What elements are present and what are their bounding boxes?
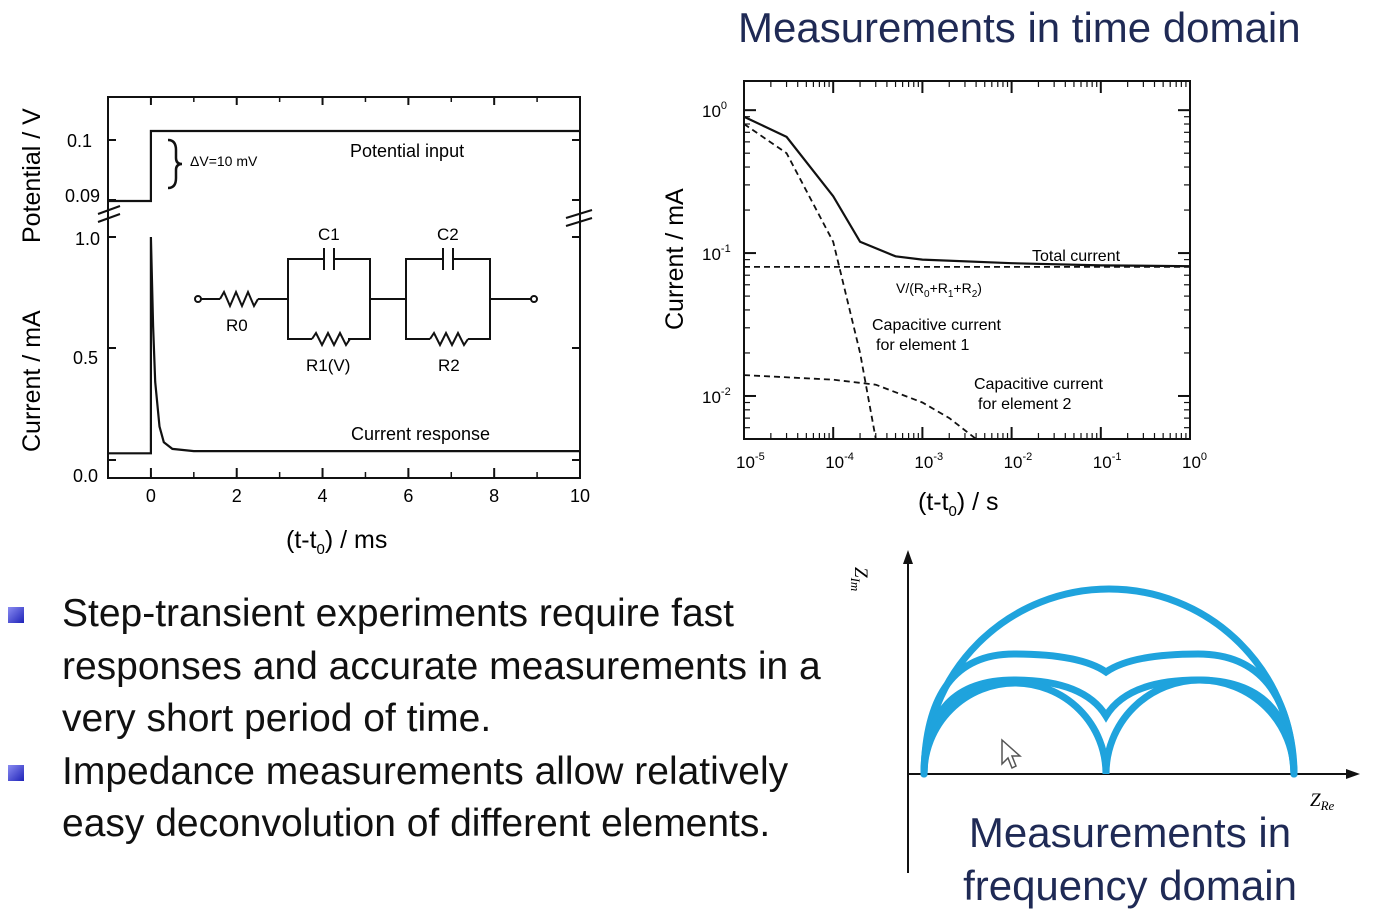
left-ylabel-current: Current / mA <box>18 310 46 452</box>
bullet-text-1: Step-transient experiments require fast … <box>62 592 821 740</box>
annotation-capacitive-2: Capacitive current for element 2 <box>974 376 1104 413</box>
ytick-potential-1: 0.09 <box>65 186 100 206</box>
circuit-label-c2: C2 <box>437 225 459 244</box>
left-xtick-label-0: 0 <box>146 486 156 506</box>
impedance-arcs <box>920 585 1298 778</box>
left-xtick-label-1: 2 <box>232 486 242 506</box>
right-ylabel: Current / mA <box>661 188 689 330</box>
left-xtick-label-3: 6 <box>403 486 413 506</box>
circuit-label-r0: R0 <box>226 316 248 335</box>
right-xtick-label-1: 10-4 <box>825 451 854 472</box>
zre-arrow-icon <box>1346 769 1360 779</box>
step-transient-chart: 0 2 4 6 8 10 0.1 0.09 1.0 0.5 0.0 Potential /… <box>18 96 593 558</box>
right-xtick-label-2: 10-3 <box>914 451 943 472</box>
zim-arrow-icon <box>903 550 913 564</box>
left-xtick-label-4: 8 <box>489 486 499 506</box>
equivalent-circuit-diagram <box>194 248 538 348</box>
bullet-square-icon <box>8 607 24 623</box>
current-response-line <box>108 236 580 455</box>
axis-break-right <box>565 209 593 227</box>
total-current-line <box>743 115 1191 268</box>
circuit-label-c1: C1 <box>318 225 340 244</box>
left-xtick-label-2: 4 <box>318 486 328 506</box>
annotation-current-response: Current response <box>351 424 490 444</box>
ytick-current-2: 0.0 <box>73 466 98 486</box>
right-xlabel: (t-t0) / s <box>918 488 999 520</box>
ytick-potential-0: 0.1 <box>67 131 92 151</box>
capacitive-current-2-line <box>743 374 977 440</box>
nyquist-arc-separated <box>920 676 1298 778</box>
left-plot-frame <box>107 96 581 479</box>
right-xtick-label-4: 10-1 <box>1093 451 1122 472</box>
bullet-list: Step-transient experiments require fast … <box>0 588 860 851</box>
right-plot-frame <box>743 80 1191 440</box>
right-xtick-label-5: 100 <box>1182 451 1207 472</box>
right-ytick-label-2: 10-2 <box>702 386 731 407</box>
capacitive-current-1-line <box>743 123 877 440</box>
right-ytick-label-1: 10-1 <box>702 243 731 264</box>
annotation-potential-input: Potential input <box>350 141 464 161</box>
nyquist-arc-overlap-1 <box>920 650 1298 778</box>
mouse-cursor-icon <box>1001 738 1022 770</box>
log-current-chart: 10-5 10-4 10-3 10-2 10-1 100 100 10-1 10-2 Curre… <box>661 80 1207 520</box>
right-ticks: 10-5 10-4 10-3 10-2 10-1 100 100 10-1 10-2 <box>702 81 1207 472</box>
delta-v-brace <box>167 138 183 190</box>
time-domain-title: Measurements in time domain <box>738 4 1301 51</box>
left-x-ticks: 0 2 4 6 8 10 <box>107 97 590 506</box>
bullet-text-2: Impedance measurements allow relatively … <box>62 749 789 846</box>
right-ytick-label-0: 100 <box>702 100 727 121</box>
annotation-total-current: Total current <box>1032 248 1121 265</box>
annotation-v-over-r: V/(R0+R1+R2) <box>896 280 982 300</box>
frequency-domain-title: Measurements in frequency domain <box>963 809 1297 909</box>
right-xtick-label-3: 10-2 <box>1004 451 1033 472</box>
bullet-item-2: Impedance measurements allow relatively … <box>0 746 860 851</box>
left-xtick-label-5: 10 <box>570 486 590 506</box>
left-xlabel: (t-t0) / ms <box>286 526 387 558</box>
potential-input-line <box>108 129 580 203</box>
ytick-current-1: 0.5 <box>73 348 98 368</box>
bullet-square-icon <box>8 764 24 781</box>
annotation-delta-v: ΔV=10 mV <box>190 153 258 169</box>
left-ylabel-potential: Potential / V <box>18 108 46 243</box>
circuit-label-r2: R2 <box>438 356 460 375</box>
right-xtick-label-0: 10-5 <box>736 451 765 472</box>
axis-break-left <box>97 205 121 223</box>
circuit-label-r1: R1(V) <box>306 356 350 375</box>
annotation-capacitive-1: Capacitive current for element 1 <box>872 317 1002 354</box>
right-series <box>743 115 1191 440</box>
ytick-current-0: 1.0 <box>75 229 100 249</box>
bullet-item-1: Step-transient experiments require fast … <box>0 588 860 746</box>
